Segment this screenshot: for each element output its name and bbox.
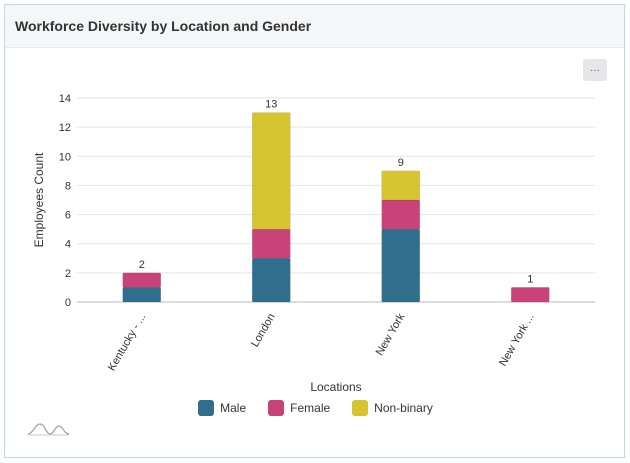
card-header: Workforce Diversity by Location and Gend… <box>5 5 624 48</box>
bar-female-new-york <box>381 199 420 230</box>
x-tick-label-kentucky: Kentucky - ... <box>106 312 148 374</box>
bar-female-kentucky <box>122 272 161 288</box>
y-tick-label-14: 14 <box>59 93 71 105</box>
y-tick-label-12: 12 <box>59 122 71 134</box>
legend-label-non-binary: Non-binary <box>374 401 433 415</box>
bar-male-london <box>252 258 291 303</box>
bar-female-new-york <box>511 287 550 303</box>
ellipsis-icon[interactable]: ··· <box>583 59 607 81</box>
bar-non-binary-london <box>252 112 291 230</box>
chart-card: Workforce Diversity by Location and Gend… <box>4 4 625 458</box>
x-axis-title: Locations <box>310 380 361 394</box>
legend-label-male: Male <box>220 401 247 415</box>
x-tick-label-london: London <box>249 312 278 350</box>
legend-swatch-non-binary <box>352 400 369 416</box>
bar-female-london <box>252 228 291 259</box>
total-label-new-york: 1 <box>527 273 533 285</box>
y-tick-label-10: 10 <box>59 151 71 163</box>
legend-item-male[interactable]: Male <box>198 400 246 416</box>
bar-chart: 0 2 4 6 8 10 12 14 2 Kentucky - ... 13 London 9 New Y… <box>32 93 595 394</box>
y-tick-label-2: 2 <box>65 268 71 280</box>
bar-male-new-york <box>381 228 420 303</box>
bar-non-binary-new-york <box>381 170 420 201</box>
total-label-new-york: 9 <box>398 157 404 169</box>
y-tick-label-8: 8 <box>65 180 71 192</box>
y-tick-label-4: 4 <box>65 239 71 251</box>
legend-swatch-male <box>198 400 215 416</box>
y-tick-label-6: 6 <box>65 210 71 222</box>
y-axis-title: Employees Count <box>32 152 46 247</box>
x-tick-label-new-york: New York ... <box>497 312 537 369</box>
chart-legend: Male Female Non-binary <box>5 400 626 416</box>
y-tick-label-0: 0 <box>65 297 71 309</box>
legend-item-female[interactable]: Female <box>268 400 330 416</box>
chart-title: Workforce Diversity by Location and Gend… <box>15 18 312 34</box>
legend-item-non-binary[interactable]: Non-binary <box>352 400 433 416</box>
total-label-london: 13 <box>265 99 277 111</box>
legend-swatch-female <box>268 400 285 416</box>
total-label-kentucky: 2 <box>139 259 145 271</box>
wave-logo-icon <box>27 423 70 436</box>
x-tick-label-new-york: New York <box>374 311 408 358</box>
bar-male-kentucky <box>122 287 161 303</box>
legend-label-female: Female <box>290 401 331 415</box>
